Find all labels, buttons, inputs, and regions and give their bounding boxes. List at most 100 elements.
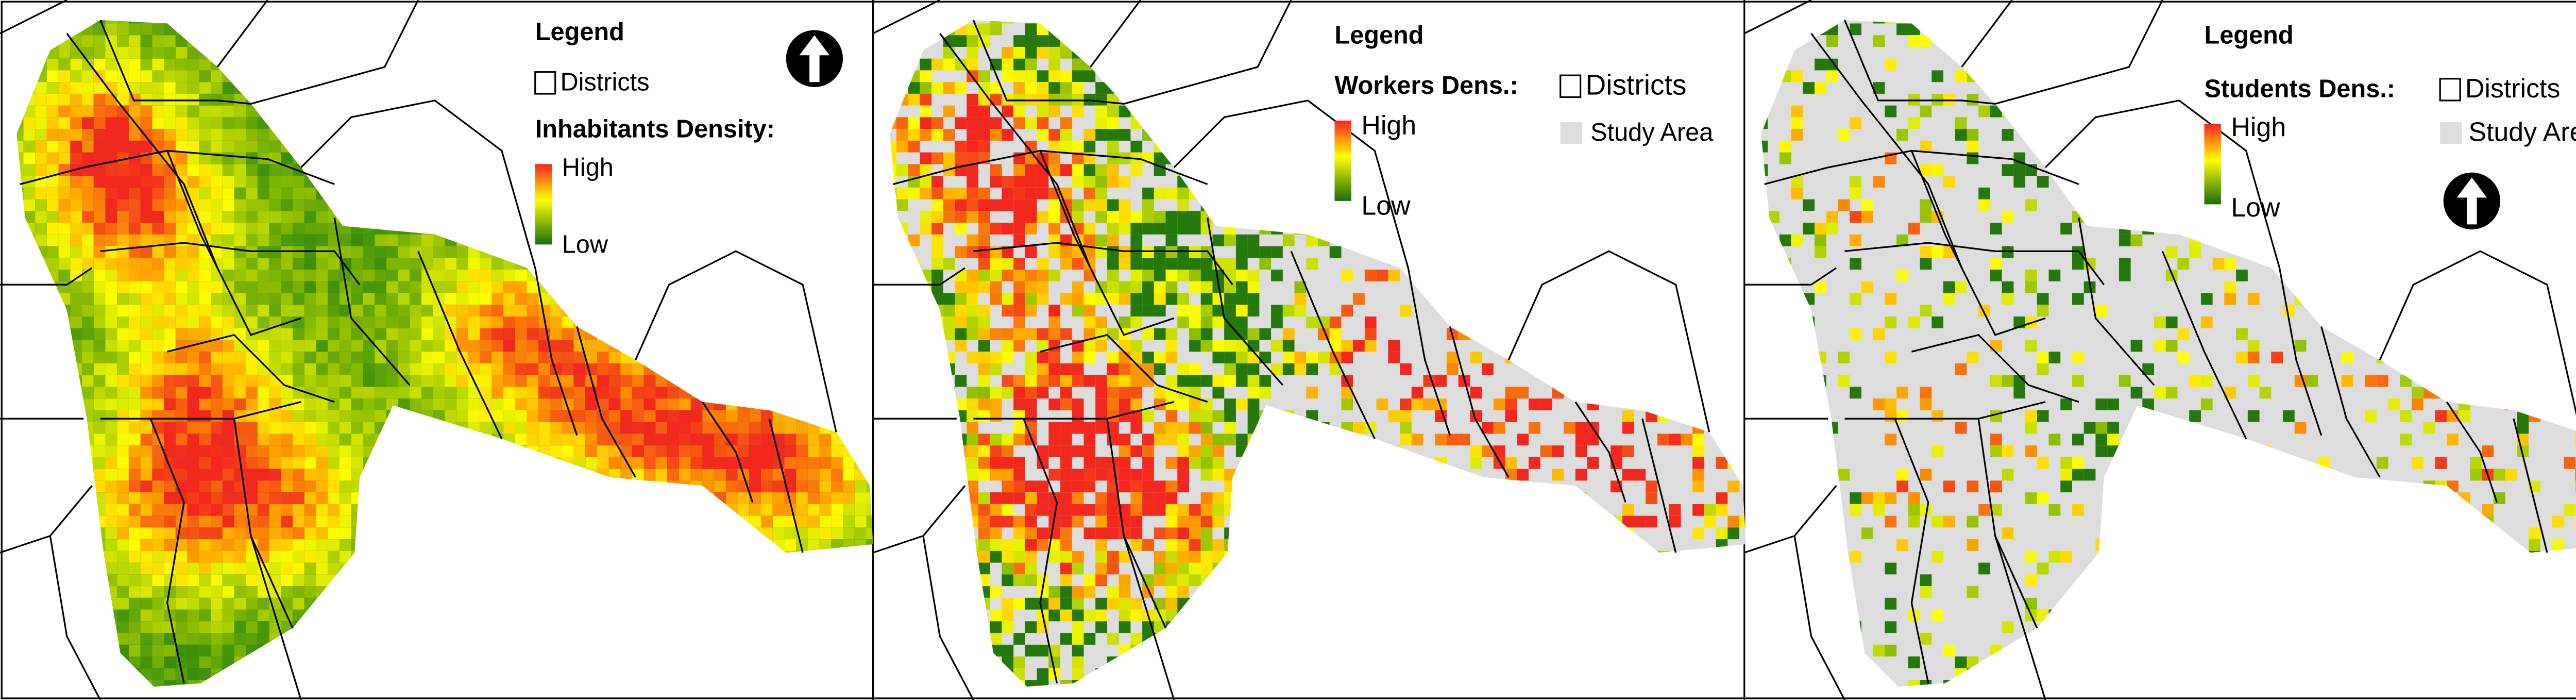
density-cell <box>211 70 223 82</box>
density-cell <box>550 328 562 340</box>
density-cell <box>990 93 1002 106</box>
density-cell <box>128 609 141 622</box>
density-cell <box>117 434 129 446</box>
density-cell <box>46 152 59 164</box>
density-cell <box>257 398 269 410</box>
density-cell <box>620 363 633 375</box>
density-cell <box>978 340 990 352</box>
density-cell <box>46 211 59 223</box>
density-cell <box>807 492 820 504</box>
density-cell <box>152 164 164 176</box>
density-cell <box>222 527 234 540</box>
density-cell <box>140 270 152 281</box>
density-cell <box>269 434 281 446</box>
density-cell <box>175 316 188 328</box>
density-cell <box>246 504 258 516</box>
density-cell <box>234 562 246 575</box>
density-cell <box>562 352 574 363</box>
density-cell <box>281 469 293 481</box>
density-cell <box>234 492 246 504</box>
density-cell <box>211 234 223 246</box>
density-cell <box>978 23 990 36</box>
density-cell <box>620 410 633 422</box>
density-cell <box>807 515 820 528</box>
density-cell <box>93 305 106 317</box>
density-cell <box>82 46 94 59</box>
density-cell <box>772 469 785 481</box>
density-cell <box>222 586 234 598</box>
density-cell <box>293 199 304 211</box>
density-cell <box>503 270 515 281</box>
density-cell <box>93 328 106 340</box>
density-cell <box>70 258 82 270</box>
density-cell <box>187 398 199 410</box>
density-cell <box>187 410 199 422</box>
density-cell <box>164 305 176 317</box>
density-cell <box>140 656 152 669</box>
density-cell <box>187 176 199 188</box>
density-cell <box>573 363 586 375</box>
density-cell <box>35 234 47 246</box>
density-cell <box>293 293 304 305</box>
density-cell <box>175 305 188 317</box>
density-cell <box>931 246 943 258</box>
density-cell <box>187 656 199 669</box>
density-cell <box>761 410 773 422</box>
density-cell <box>152 480 164 493</box>
density-cell <box>363 352 375 363</box>
density-cell <box>82 211 94 223</box>
density-cell <box>304 258 316 270</box>
density-cell <box>585 422 597 434</box>
density-cell <box>175 328 188 340</box>
density-cell <box>257 480 269 493</box>
density-cell <box>246 445 258 457</box>
density-cell <box>257 410 269 422</box>
density-cell <box>363 316 375 328</box>
density-cell <box>164 422 176 434</box>
density-cell <box>293 457 304 469</box>
density-cell <box>199 176 211 188</box>
density-cell <box>117 23 129 36</box>
density-cell <box>164 375 176 387</box>
density-cell <box>562 434 574 446</box>
density-cell <box>339 504 351 516</box>
density-cell <box>281 551 293 563</box>
density-cell <box>784 445 796 457</box>
density-cell <box>105 305 117 317</box>
density-cell <box>375 328 386 340</box>
density-cell <box>140 551 152 563</box>
density-cell <box>58 152 71 164</box>
density-cell <box>480 305 492 317</box>
density-cell <box>281 375 293 387</box>
density-cell <box>58 270 71 281</box>
density-cell <box>503 363 515 375</box>
density-cell <box>128 621 141 634</box>
density-cell <box>445 363 457 375</box>
density-cell <box>164 340 176 352</box>
density-cell <box>105 117 117 129</box>
density-cell <box>643 422 656 434</box>
density-cell <box>35 164 47 176</box>
density-cell <box>211 551 223 563</box>
density-cell <box>117 164 129 176</box>
density-cell <box>46 93 59 106</box>
density-cell <box>573 445 586 457</box>
density-cell <box>140 211 152 223</box>
density-cell <box>967 199 979 211</box>
density-cell <box>328 515 340 528</box>
density-cell <box>164 293 176 305</box>
density-cell <box>152 105 164 118</box>
density-cell <box>211 469 223 481</box>
density-cell <box>246 375 258 387</box>
density-cell <box>492 398 504 410</box>
district-boundary <box>0 267 93 286</box>
density-cell <box>199 82 211 94</box>
density-cell <box>328 422 340 434</box>
density-cell <box>978 539 990 551</box>
density-cell <box>164 105 176 118</box>
density-cell <box>304 504 316 516</box>
density-cell <box>269 199 281 211</box>
density-cell <box>93 352 106 363</box>
density-cell <box>978 492 990 504</box>
density-cell <box>304 211 316 223</box>
